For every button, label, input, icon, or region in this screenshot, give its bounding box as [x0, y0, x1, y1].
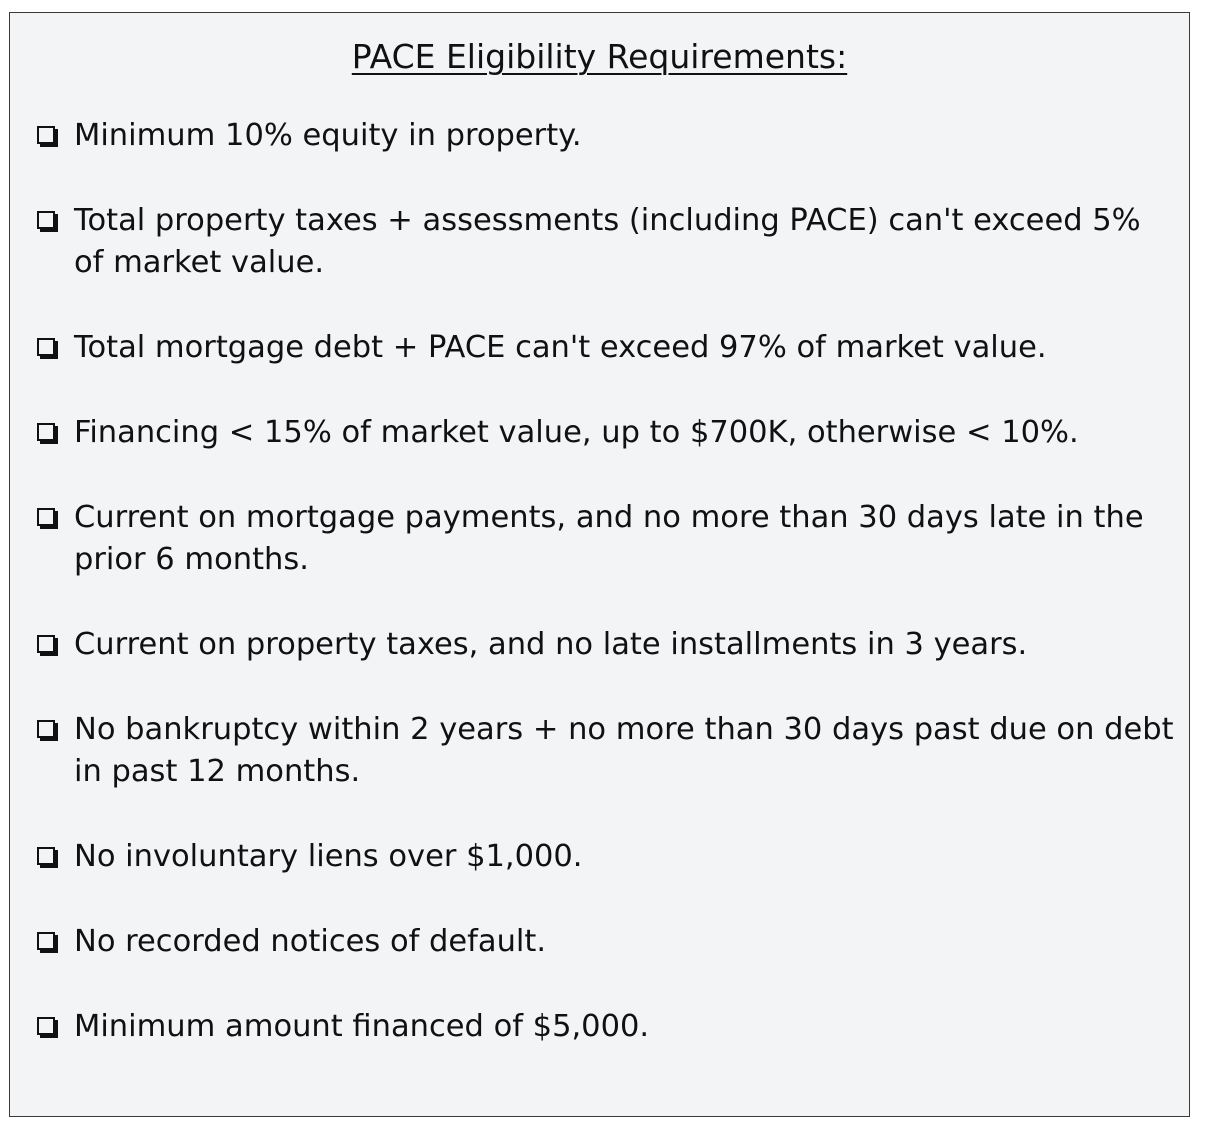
requirement-text: Financing < 15% of market value, up to $… — [74, 415, 1079, 450]
requirement-text: Total mortgage debt + PACE can't exceed … — [74, 330, 1047, 365]
list-item: No bankruptcy within 2 years + no more t… — [35, 709, 1175, 793]
list-item: Total property taxes + assessments (incl… — [35, 200, 1175, 284]
list-item: No involuntary liens over $1,000. — [35, 836, 1175, 878]
checkbox-icon — [37, 720, 55, 738]
checkbox-icon — [37, 847, 55, 865]
checkbox-icon — [37, 508, 55, 526]
eligibility-panel: PACE Eligibility Requirements: Minimum 1… — [9, 12, 1190, 1117]
list-item: Minimum 10% equity in property. — [35, 115, 1175, 157]
requirement-text: Current on mortgage payments, and no mor… — [74, 500, 1144, 577]
checkbox-icon — [37, 1017, 55, 1035]
requirement-text: Minimum amount financed of $5,000. — [74, 1009, 650, 1044]
requirement-text: No bankruptcy within 2 years + no more t… — [74, 712, 1174, 789]
requirement-text: No recorded notices of default. — [74, 924, 547, 959]
checkbox-icon — [37, 635, 55, 653]
requirements-list: Minimum 10% equity in property. Total pr… — [35, 115, 1175, 1048]
list-item: Minimum amount financed of $5,000. — [35, 1006, 1175, 1048]
page-title: PACE Eligibility Requirements: — [351, 37, 848, 76]
checkbox-icon — [37, 423, 55, 441]
list-item: No recorded notices of default. — [35, 921, 1175, 963]
requirement-text: Minimum 10% equity in property. — [74, 118, 582, 153]
list-item: Current on mortgage payments, and no mor… — [35, 497, 1175, 581]
list-item: Financing < 15% of market value, up to $… — [35, 412, 1175, 454]
checkbox-icon — [37, 126, 55, 144]
list-item: Current on property taxes, and no late i… — [35, 624, 1175, 666]
checkbox-icon — [37, 211, 55, 229]
requirement-text: Current on property taxes, and no late i… — [74, 627, 1028, 662]
requirement-text: No involuntary liens over $1,000. — [74, 839, 583, 874]
checkbox-icon — [37, 932, 55, 950]
requirement-text: Total property taxes + assessments (incl… — [74, 203, 1141, 280]
list-item: Total mortgage debt + PACE can't exceed … — [35, 327, 1175, 369]
checkbox-icon — [37, 338, 55, 356]
